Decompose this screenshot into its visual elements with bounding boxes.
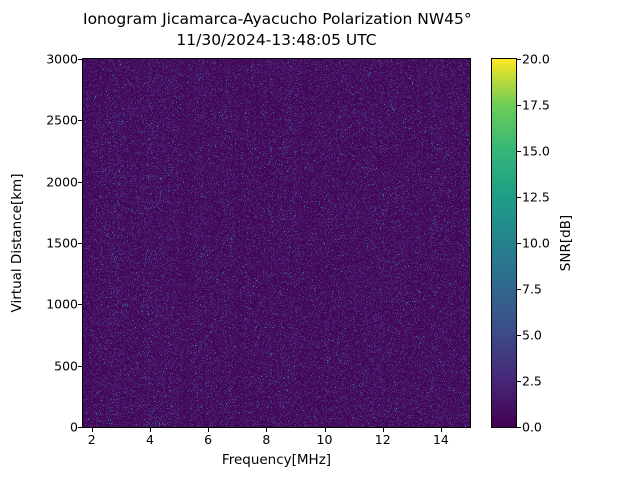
x-tick-label: 2 bbox=[87, 432, 96, 447]
y-tick-label: 2500 bbox=[46, 112, 78, 128]
colorbar-tick-mark bbox=[517, 197, 521, 198]
x-tick-label: 8 bbox=[262, 432, 271, 447]
x-tick-label: 14 bbox=[432, 432, 449, 447]
heatmap-plot-canvas bbox=[82, 58, 471, 428]
chart-subtitle: 11/30/2024-13:48:05 UTC bbox=[176, 31, 377, 49]
x-tick-label: 4 bbox=[145, 432, 154, 447]
x-tick-mark bbox=[266, 428, 268, 432]
y-tick-mark bbox=[78, 120, 82, 122]
colorbar-tick-label: 7.5 bbox=[522, 281, 542, 297]
y-tick-label: 2000 bbox=[46, 174, 78, 190]
x-tick-mark bbox=[208, 428, 210, 432]
colorbar-tick-mark bbox=[517, 289, 521, 290]
y-tick-mark bbox=[78, 304, 82, 306]
y-tick-mark bbox=[78, 243, 82, 244]
x-tick-mark bbox=[91, 428, 93, 432]
y-tick-label: 1500 bbox=[46, 235, 78, 251]
y-tick-mark bbox=[78, 365, 82, 367]
colorbar-tick-label: 20.0 bbox=[522, 51, 550, 67]
colorbar-tick-label: 15.0 bbox=[522, 143, 550, 159]
y-axis-label: Virtual Distance[km] bbox=[9, 173, 25, 313]
x-tick-label: 6 bbox=[204, 432, 213, 447]
x-tick-mark bbox=[382, 428, 384, 432]
colorbar-tick-label: 2.5 bbox=[522, 373, 542, 389]
colorbar-tick-label: 17.5 bbox=[522, 97, 550, 113]
colorbar-tick-mark bbox=[517, 59, 521, 60]
colorbar-tick-label: 5.0 bbox=[522, 327, 542, 343]
y-tick-mark bbox=[78, 427, 82, 428]
y-tick-label: 3000 bbox=[46, 51, 78, 67]
colorbar-tick-label: 10.0 bbox=[522, 235, 550, 251]
colorbar-tick-mark bbox=[517, 381, 521, 382]
colorbar-tick-mark bbox=[517, 243, 521, 244]
x-axis-label: Frequency[MHz] bbox=[221, 452, 332, 468]
colorbar-tick-label: 12.5 bbox=[522, 189, 550, 205]
colorbar-canvas bbox=[491, 58, 517, 428]
x-tick-mark bbox=[149, 428, 151, 432]
colorbar-tick-mark bbox=[517, 105, 521, 106]
colorbar-tick-mark bbox=[517, 427, 521, 428]
chart-title: Ionogram Jicamarca-Ayacucho Polarization… bbox=[83, 10, 472, 28]
y-tick-label: 1000 bbox=[46, 296, 78, 312]
y-tick-mark bbox=[78, 59, 82, 60]
y-tick-label: 500 bbox=[54, 358, 78, 374]
x-tick-mark bbox=[440, 428, 442, 432]
colorbar-tick-mark bbox=[517, 335, 521, 336]
x-tick-label: 10 bbox=[316, 432, 333, 447]
y-tick-mark bbox=[78, 181, 82, 183]
colorbar-tick-label: 0.0 bbox=[522, 419, 542, 435]
colorbar-label: SNR[dB] bbox=[558, 214, 574, 272]
y-tick-label: 0 bbox=[70, 419, 78, 435]
x-tick-mark bbox=[324, 428, 326, 432]
colorbar-tick-mark bbox=[517, 151, 521, 152]
x-tick-label: 12 bbox=[374, 432, 391, 447]
